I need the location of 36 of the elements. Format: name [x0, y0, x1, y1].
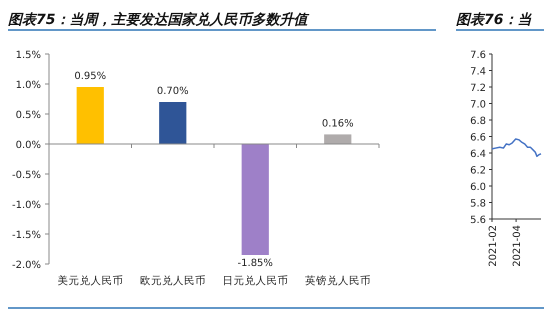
y-tick-label: 6.2 [470, 166, 486, 176]
x-tick-label: 英镑兑人民币 [304, 274, 371, 287]
y-tick-label: 0.5% [16, 110, 41, 121]
bar [324, 134, 352, 144]
y-tick-label: 6.4 [470, 149, 486, 160]
y-tick-label: 5.6 [470, 215, 486, 226]
x-tick-label: 2021-04 [512, 225, 524, 267]
data-label: 0.70% [156, 86, 189, 97]
x-tick-label: 欧元兑人民币 [140, 274, 206, 287]
y-tick-label: -1.5% [12, 230, 41, 241]
bar [242, 144, 269, 255]
y-tick-label: 7.4 [470, 66, 486, 78]
y-tick-label: 7.2 [470, 83, 486, 94]
x-tick-label: 2021-02 [488, 225, 499, 267]
y-tick-label: 1.5% [16, 50, 41, 61]
y-tick-label: -0.5% [12, 170, 41, 181]
data-label: 0.16% [322, 118, 354, 130]
y-tick-label: 0.0% [16, 140, 41, 151]
y-tick-label: 6.8 [470, 116, 486, 127]
y-tick-label: -1.0% [12, 200, 41, 211]
data-label: 0.95% [74, 71, 106, 82]
chart-title: 图表76：当 [456, 12, 532, 28]
x-tick-label: 日元兑人民币 [222, 274, 288, 287]
line-series [491, 138, 542, 158]
y-tick-label: 7.6 [470, 50, 486, 61]
y-tick-label: 7.0 [470, 100, 486, 110]
data-label: -1.85% [238, 258, 273, 269]
chart-title: 图表75：当周，主要发达国家兑人民币多数升值 [8, 11, 310, 28]
bar [76, 87, 104, 144]
y-tick-label: 1.0% [16, 80, 41, 91]
y-tick-label: 6.6 [470, 132, 486, 144]
y-tick-label: -2.0% [12, 260, 41, 271]
x-tick-label: 美元兑人民币 [57, 274, 124, 287]
y-tick-label: 5.8 [470, 198, 486, 210]
bar [159, 102, 186, 144]
y-tick-label: 6.0 [470, 182, 486, 193]
